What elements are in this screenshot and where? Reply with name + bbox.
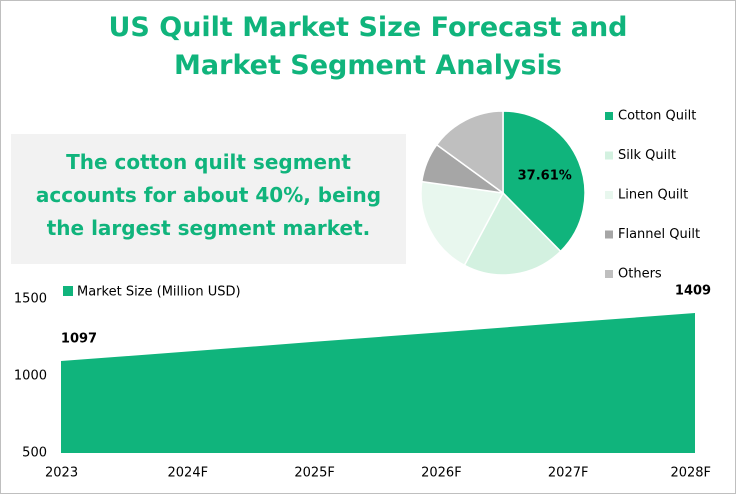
pie-slice <box>463 191 562 276</box>
x-tick-label: 2024F <box>168 466 209 481</box>
chart-title: US Quilt Market Size Forecast and Market… <box>108 12 628 81</box>
data-label: 1409 <box>675 284 711 299</box>
legend-swatch <box>605 270 613 278</box>
data-label: 1097 <box>61 332 97 347</box>
pie-slice <box>420 180 505 267</box>
legend-label: Cotton Quilt <box>618 109 696 124</box>
pie-slice <box>435 110 504 195</box>
data-label: 37.61% <box>518 168 572 183</box>
legend-label: Market Size (Million USD) <box>77 285 241 300</box>
legend-swatch <box>605 191 613 199</box>
legend-swatch <box>605 112 613 120</box>
pie-slice <box>502 110 586 253</box>
x-tick-label: 2025F <box>294 466 335 481</box>
x-tick-label: 2027F <box>548 466 589 481</box>
legend-label: Flannel Quilt <box>618 227 700 242</box>
legend-swatch <box>605 151 613 160</box>
y-tick-label: 500 <box>22 446 47 461</box>
area <box>61 313 695 453</box>
legend-label: Silk Quilt <box>618 148 676 163</box>
y-tick-label: 1000 <box>14 369 47 384</box>
x-tick-label: 2026F <box>421 466 462 481</box>
y-tick-label: 1500 <box>14 292 47 307</box>
x-tick-label: 2023 <box>45 466 78 481</box>
x-tick-label: 2028F <box>670 466 711 481</box>
legend-label: Others <box>618 267 662 282</box>
legend-label: Linen Quilt <box>618 188 688 203</box>
annotation: The cotton quilt segment accounts for ab… <box>11 134 406 264</box>
legend-swatch <box>63 286 73 296</box>
legend-swatch <box>605 230 613 239</box>
